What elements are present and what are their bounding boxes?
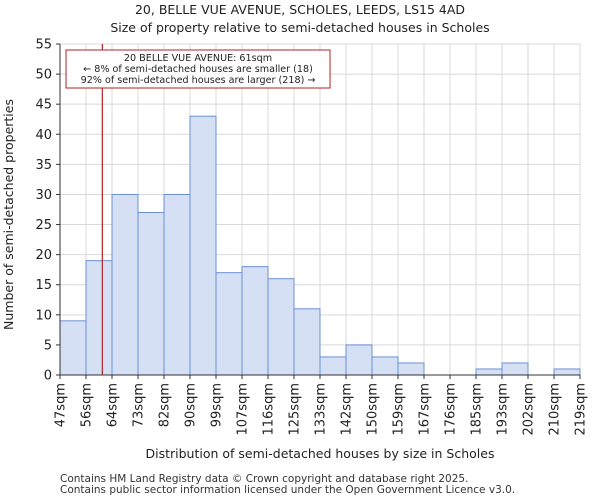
x-tick-label: 82sqm: [158, 383, 173, 427]
y-tick-label: 0: [44, 369, 52, 384]
x-tick-label: 202sqm: [522, 383, 537, 436]
bar: [267, 278, 295, 376]
annotation-line: ← 8% of semi-detached houses are smaller…: [83, 64, 313, 75]
y-tick-label: 10: [35, 308, 52, 323]
annotation-line: 20 BELLE VUE AVENUE: 61sqm: [124, 53, 272, 64]
y-axis-ticks: 0 5 10 15 20 25 30 35 40 45 50 55: [35, 38, 60, 384]
x-tick-label: 142sqm: [340, 383, 355, 436]
bar: [137, 212, 165, 376]
bar: [215, 272, 243, 376]
y-tick-label: 35: [35, 158, 52, 173]
y-tick-label: 50: [35, 68, 52, 83]
x-axis-ticks: 47sqm 56sqm 64sqm 73sqm 82sqm 90sqm 99sqm 107sq…: [54, 375, 589, 436]
x-tick-label: 116sqm: [262, 383, 277, 436]
x-tick-label: 47sqm: [54, 383, 69, 427]
bar: [59, 320, 87, 376]
y-tick-label: 25: [35, 218, 52, 233]
bar: [475, 368, 503, 376]
x-tick-label: 167sqm: [418, 383, 433, 436]
x-tick-label: 150sqm: [366, 383, 381, 436]
bar: [241, 266, 269, 376]
bar: [371, 356, 399, 376]
x-tick-label: 73sqm: [132, 383, 147, 427]
bar: [85, 260, 113, 376]
annotation-box: 20 BELLE VUE AVENUE: 61sqm← 8% of semi-d…: [65, 49, 331, 89]
y-tick-label: 5: [44, 338, 52, 353]
y-axis-label: Number of semi-detached properties: [1, 99, 16, 330]
y-tick-label: 55: [35, 38, 52, 53]
footer-copyright: Contains HM Land Registry data © Crown c…: [60, 473, 469, 485]
x-tick-label: 193sqm: [496, 383, 511, 436]
x-tick-label: 159sqm: [392, 383, 407, 436]
x-tick-label: 56sqm: [80, 383, 95, 427]
y-tick-label: 45: [35, 98, 52, 113]
bar: [163, 193, 191, 376]
bar: [501, 362, 529, 376]
bar: [553, 368, 581, 376]
x-tick-label: 125sqm: [288, 383, 303, 436]
bars: [59, 115, 581, 376]
histogram-chart: 0 5 10 15 20 25 30 35 40 45 50 55 47sqm 56sqm 64sqm 73…: [1, 38, 589, 462]
bar: [345, 344, 373, 376]
y-tick-label: 30: [35, 188, 52, 203]
bar: [293, 308, 321, 376]
x-axis-label: Distribution of semi-detached houses by …: [146, 446, 495, 461]
x-tick-label: 99sqm: [210, 383, 225, 427]
x-tick-label: 219sqm: [574, 383, 589, 436]
bar: [111, 193, 139, 376]
x-tick-label: 90sqm: [184, 383, 199, 427]
x-tick-label: 210sqm: [548, 383, 563, 436]
bar: [189, 115, 217, 376]
x-tick-label: 133sqm: [314, 383, 329, 436]
y-tick-label: 20: [35, 248, 52, 263]
x-tick-label: 176sqm: [444, 383, 459, 436]
bar: [397, 362, 425, 376]
x-tick-label: 107sqm: [236, 383, 251, 436]
x-tick-label: 185sqm: [470, 383, 485, 436]
x-tick-label: 64sqm: [106, 383, 121, 427]
y-tick-label: 40: [35, 128, 52, 143]
chart-title: 20, BELLE VUE AVENUE, SCHOLES, LEEDS, LS…: [134, 2, 466, 17]
chart-subtitle: Size of property relative to semi-detach…: [110, 20, 490, 35]
annotation-line: 92% of semi-detached houses are larger (…: [81, 75, 316, 86]
bar: [319, 356, 347, 376]
annotation-frame: [65, 49, 331, 89]
y-tick-label: 15: [35, 278, 52, 293]
footer-licence: Contains public sector information licen…: [60, 484, 516, 496]
